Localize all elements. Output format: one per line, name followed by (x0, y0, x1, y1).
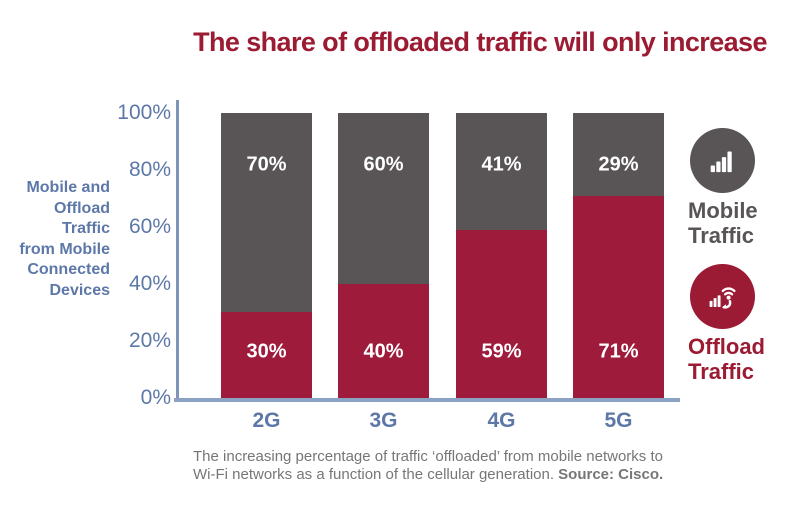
legend-label-offload: Traffic (688, 359, 755, 384)
y-axis-line (176, 100, 179, 402)
y-tick-80: 80% (128, 158, 171, 181)
y-tick-20: 20% (128, 329, 171, 352)
offload-traffic-value-label: 71% (598, 340, 639, 363)
mobile-traffic-value-label: 41% (481, 153, 522, 176)
y-tick-40: 40% (128, 272, 171, 295)
y-axis-title: Mobile and Offload Traffic from Mobile C… (6, 178, 110, 301)
bar-group-5g: 29% 71% 5G (573, 113, 664, 432)
offload-traffic-segment (221, 312, 312, 398)
offload-traffic-value-label: 59% (481, 340, 522, 363)
offload-traffic-segment (456, 230, 547, 398)
chart-title: The share of offloaded traffic will only… (193, 27, 767, 57)
wifi-offload-icon (709, 286, 736, 309)
x-axis-line (174, 398, 680, 402)
chart-caption: The increasing percentage of traffic ‘of… (193, 448, 693, 483)
offload-traffic-value-label: 30% (246, 340, 287, 363)
y-axis-title-line: Devices (49, 281, 111, 299)
offload-traffic-segment (338, 284, 429, 398)
legend-item-mobile-traffic: Mobile Traffic (688, 128, 798, 248)
legend-item-offload-traffic: Offload Traffic (688, 264, 798, 384)
y-axis-title-line: Mobile and (26, 179, 110, 196)
mobile-traffic-value-label: 60% (363, 153, 404, 176)
mobile-traffic-value-label: 70% (246, 153, 287, 176)
mobile-traffic-segment (338, 113, 429, 284)
offload-traffic-segment (573, 196, 664, 398)
offload-traffic-value-label: 40% (363, 340, 404, 363)
mobile-traffic-value-label: 29% (598, 153, 639, 176)
mobile-traffic-segment (456, 113, 547, 230)
legend-label-mobile: Mobile (688, 198, 758, 223)
x-axis-label-2g: 2G (252, 409, 281, 432)
y-axis-title-line: Traffic (61, 220, 110, 237)
legend-label-mobile: Traffic (688, 223, 755, 248)
caption-line1: The increasing percentage of traffic ‘of… (193, 448, 663, 465)
y-tick-100: 100% (117, 101, 171, 124)
y-axis-title-line: from Mobile (19, 240, 110, 258)
bar-group-4g: 41% 59% 4G (456, 113, 547, 432)
x-axis-label-4g: 4G (487, 409, 516, 432)
signal-bars-icon (710, 151, 732, 172)
y-tick-0: 0% (140, 386, 171, 409)
bar-group-3g: 60% 40% 3G (338, 113, 429, 432)
x-axis-label-3g: 3G (369, 409, 398, 432)
mobile-traffic-segment (573, 113, 664, 196)
y-axis-title-line: Offload (54, 199, 110, 217)
caption-line2: Wi-Fi networks as a function of the cell… (193, 465, 559, 483)
legend-label-offload: Offload (688, 334, 765, 359)
offload-traffic-legend-swatch (690, 264, 755, 329)
mobile-traffic-legend-swatch (690, 128, 755, 193)
mobile-traffic-segment (221, 113, 312, 312)
x-axis-label-5g: 5G (604, 409, 633, 432)
y-tick-60: 60% (128, 215, 171, 238)
caption-source: Source: Cisco. (558, 465, 664, 483)
bar-group-2g: 70% 30% 2G (221, 113, 312, 432)
y-axis-title-line: Connected (27, 261, 110, 278)
